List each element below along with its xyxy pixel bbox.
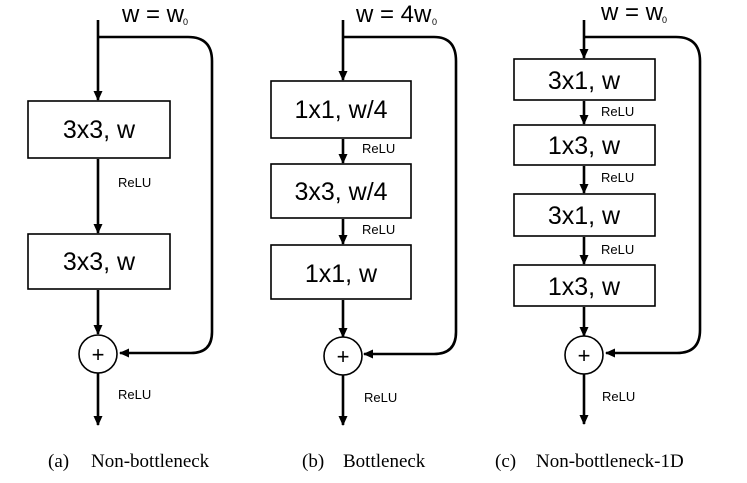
panel-c-caption: Non-bottleneck-1D xyxy=(536,451,684,472)
panel-a-relu-1: ReLU xyxy=(118,175,151,190)
panel-c-relu-3: ReLU xyxy=(601,242,634,257)
panel-c-caption-tag: (c) xyxy=(495,451,516,472)
panel-b-block-3 xyxy=(270,244,412,300)
panel-b-sum-node xyxy=(323,336,363,376)
panel-c-skip-connection xyxy=(584,35,702,358)
panel-b-width-subscript: 0 xyxy=(432,17,437,27)
panel-b-output-relu: ReLU xyxy=(364,390,397,405)
panel-a-block-2-label: 3x3, w xyxy=(63,248,136,276)
panel-b-skip-connection xyxy=(343,35,458,359)
panel-b-width-label: w = 4w xyxy=(355,1,432,28)
panel-c-sum-node xyxy=(564,335,604,375)
panel-b: w = 4w 0 1x1, w/4 ReLU 3x3, w/4 ReLU 1x1… xyxy=(270,1,458,472)
panel-a-width-subscript: 0 xyxy=(183,17,188,27)
panel-a-caption: Non-bottleneck xyxy=(91,451,210,472)
panel-c-sum-symbol: + xyxy=(578,343,591,368)
panel-b-block-1 xyxy=(270,80,412,139)
panel-a-sum-symbol: + xyxy=(92,342,105,367)
panel-c-block-1-label: 3x1, w xyxy=(548,67,621,95)
panel-c-width-label: w = w xyxy=(600,0,664,26)
panel-a-block-1 xyxy=(27,100,171,159)
panel-a-caption-tag: (a) xyxy=(48,451,69,472)
panel-b-caption: Bottleneck xyxy=(343,451,426,472)
panel-b-block-3-label: 1x1, w xyxy=(305,260,378,288)
panel-a-output-relu: ReLU xyxy=(118,387,151,402)
panel-c-width-subscript: 0 xyxy=(662,15,667,25)
panel-c-block-3 xyxy=(513,193,656,237)
panel-a-block-2 xyxy=(27,233,171,290)
panel-a-block-1-label: 3x3, w xyxy=(63,116,136,144)
panel-b-sum-symbol: + xyxy=(337,344,350,369)
panel-c-block-1 xyxy=(513,58,656,101)
panel-b-relu-2: ReLU xyxy=(362,222,395,237)
panel-a-width-label: w = w xyxy=(121,1,185,28)
panel-c-block-4 xyxy=(513,264,656,307)
panel-c-block-3-label: 3x1, w xyxy=(548,202,621,230)
panel-c-block-4-label: 1x3, w xyxy=(548,273,621,301)
panel-b-block-2 xyxy=(270,163,412,219)
panel-c: w = w 0 3x1, w ReLU 1x3, w ReLU 3x1, w R… xyxy=(495,0,702,472)
panel-c-block-2 xyxy=(513,124,656,166)
panel-c-block-2-label: 1x3, w xyxy=(548,132,621,160)
panel-a-sum-node xyxy=(78,334,118,374)
panel-b-caption-tag: (b) xyxy=(302,451,324,472)
panel-b-block-2-label: 3x3, w/4 xyxy=(294,178,387,206)
panel-c-relu-1: ReLU xyxy=(601,104,634,119)
panel-a-skip-connection xyxy=(98,35,214,358)
panel-a: w = w 0 3x3, w ReLU 3x3, w + ReLU (a) No… xyxy=(27,1,214,472)
panel-c-relu-2: ReLU xyxy=(601,170,634,185)
panel-b-relu-1: ReLU xyxy=(362,141,395,156)
panel-b-block-1-label: 1x1, w/4 xyxy=(294,96,387,124)
panel-c-output-relu: ReLU xyxy=(602,389,635,404)
